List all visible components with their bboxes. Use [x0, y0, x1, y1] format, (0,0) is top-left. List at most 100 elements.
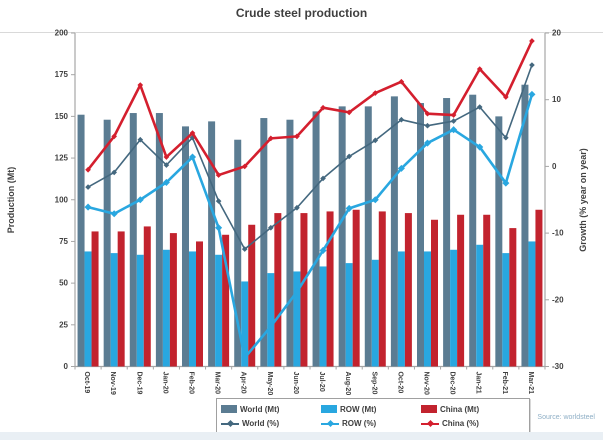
- bar-china-mt: [431, 219, 438, 367]
- bar-world-mt: [312, 111, 320, 367]
- x-axis-label: Oct-20: [396, 372, 403, 394]
- legend-label: World (Mt): [240, 404, 280, 414]
- bar-row-mt: [450, 249, 458, 367]
- x-axis-label: Sep-20: [370, 372, 377, 395]
- bar-row-mt: [110, 253, 118, 367]
- marker-china: [189, 130, 196, 136]
- bar-series-row-mt: [84, 241, 536, 367]
- marker-china: [503, 94, 509, 100]
- marker-world: [320, 175, 326, 182]
- bar-row-mt: [345, 263, 353, 367]
- chart-title: Crude steel production: [235, 6, 368, 20]
- legend-label: World (%): [242, 418, 280, 428]
- bar-row-mt: [397, 251, 405, 367]
- bar-china-mt: [274, 213, 282, 367]
- marker-world: [268, 224, 274, 231]
- bar-row-mt: [84, 251, 92, 367]
- left-axis-tick-label: 125: [55, 154, 69, 163]
- marker-row: [371, 196, 379, 204]
- x-axis-label: Apr-20: [240, 372, 247, 394]
- line-china: [87, 40, 534, 177]
- left-axis-tick-label: 150: [55, 112, 69, 121]
- marker-row: [162, 178, 170, 186]
- marker-world: [294, 204, 300, 211]
- bar-row-mt: [371, 259, 379, 367]
- x-axis-label: Dec-20: [449, 372, 456, 395]
- left-axis-tick-label: 25: [59, 320, 68, 329]
- bar-china-mt: [535, 209, 543, 367]
- bar-row-mt: [319, 266, 327, 367]
- bar-world-mt: [129, 113, 137, 367]
- marker-china: [85, 166, 91, 173]
- marker-china: [294, 133, 300, 140]
- x-axis-label: Jul-20: [318, 372, 325, 392]
- bar-row-mt: [528, 241, 536, 367]
- x-axis-label: Jan-21: [475, 372, 482, 394]
- left-axis-tick-label: 175: [55, 70, 69, 79]
- x-axis-label: Feb-21: [501, 372, 508, 395]
- marker-china: [372, 90, 379, 96]
- bar-world-mt: [208, 121, 216, 367]
- x-axis-label: Nov-19: [109, 372, 116, 395]
- marker-row: [267, 322, 275, 331]
- bar-series-china-mt: [91, 209, 543, 367]
- bar-china-mt: [457, 214, 465, 367]
- bar-world-mt: [364, 106, 372, 367]
- right-axis-tick-label: 0: [552, 162, 557, 171]
- x-axis-label: Jun-20: [292, 372, 299, 395]
- marker-row: [397, 164, 405, 172]
- left-axis-tick-label: 50: [59, 279, 68, 288]
- legend-item-row: ROW (%): [321, 419, 421, 428]
- x-axis-label: Dec-19: [135, 372, 142, 395]
- marker-world: [398, 116, 405, 123]
- bar-china-mt: [222, 234, 230, 367]
- marker-china: [398, 78, 405, 85]
- legend-item-china: China (%): [421, 419, 517, 428]
- line-series-china: [85, 38, 535, 178]
- x-axis-label: Mar-21: [527, 372, 534, 395]
- marker-china: [320, 104, 326, 111]
- legend-label: ROW (%): [342, 418, 377, 428]
- marker-row: [319, 246, 327, 254]
- marker-world: [163, 162, 170, 168]
- bar-world-mt: [103, 119, 111, 367]
- marker-china: [476, 66, 483, 72]
- bar-china-mt: [117, 231, 125, 367]
- right-axis-tick-label: -10: [552, 229, 564, 238]
- marker-row: [476, 143, 484, 151]
- legend-item-china-mt: China (Mt): [421, 405, 517, 414]
- legend-label: China (%): [442, 418, 479, 428]
- bar-row-mt: [241, 281, 249, 367]
- marker-china: [450, 112, 457, 118]
- marker-world: [137, 136, 144, 143]
- marker-row: [423, 139, 432, 147]
- bar-china-mt: [509, 228, 517, 367]
- right-axis-title: Growth (% year on year): [578, 148, 588, 252]
- marker-row: [84, 203, 92, 211]
- bar-row-mt: [162, 249, 170, 367]
- bar-row-mt: [189, 251, 196, 367]
- bar-row-mt: [267, 273, 275, 367]
- bar-china-mt: [483, 214, 491, 367]
- marker-china: [215, 172, 222, 178]
- marker-china: [163, 154, 170, 160]
- bar-china-mt: [326, 211, 334, 367]
- x-axis-label: May-20: [266, 372, 273, 396]
- legend-swatch-world: [221, 419, 239, 428]
- marker-china: [137, 82, 144, 88]
- chart-legend: World (Mt) ROW (Mt) China (Mt) World (%) ROW…: [216, 398, 530, 434]
- right-axis-tick-label: -30: [552, 362, 564, 371]
- marker-row: [136, 196, 144, 204]
- marker-row: [502, 179, 510, 187]
- title-divider: [0, 32, 603, 33]
- bar-world-mt: [495, 116, 503, 367]
- marker-china: [529, 38, 535, 44]
- bar-world-mt: [234, 139, 242, 367]
- bar-world-mt: [443, 98, 451, 367]
- bar-world-mt: [469, 94, 477, 367]
- marker-world: [476, 104, 483, 110]
- source-credit: Source: worldsteel: [537, 414, 595, 421]
- marker-row: [293, 288, 301, 296]
- right-axis-tick-label: 20: [552, 29, 561, 38]
